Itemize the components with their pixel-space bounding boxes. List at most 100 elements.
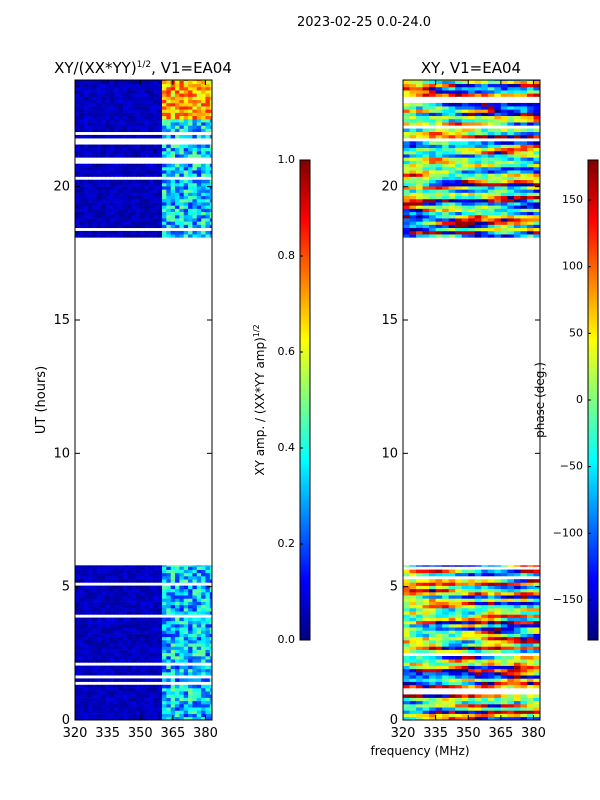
amplitude-cell (83, 649, 89, 654)
amplitude-cell (183, 112, 189, 117)
phase-cell (494, 700, 502, 705)
phase-cell (403, 704, 411, 708)
amplitude-cell (127, 205, 133, 209)
phase-cell (487, 620, 495, 625)
phase-cell (520, 646, 528, 650)
phase-cell (409, 636, 417, 641)
amplitude-cell (196, 688, 202, 692)
amplitude-cell (179, 125, 185, 129)
amplitude-cell (114, 218, 120, 222)
amplitude-cell (105, 627, 111, 631)
phase-cell (507, 697, 515, 702)
amplitude-cell (101, 144, 107, 149)
amplitude-cell (127, 230, 133, 235)
amplitude-cell (161, 691, 167, 695)
amplitude-cell (205, 144, 211, 149)
amplitude-cell (188, 643, 194, 647)
phase-cell (513, 704, 522, 708)
amplitude-cell (196, 112, 202, 117)
phase-cell (526, 118, 535, 123)
phase-cell (435, 611, 443, 615)
phase-cell (403, 154, 411, 158)
phase-cell (416, 218, 424, 222)
amplitude-cell (83, 170, 89, 174)
phase-cell (500, 595, 508, 599)
phase-cell (455, 112, 463, 117)
amplitude-cell (166, 112, 172, 117)
phase-cell (526, 160, 535, 165)
phase-cell (500, 656, 508, 660)
amplitude-cell (83, 144, 89, 149)
phase-cell (481, 128, 489, 133)
amplitude-cell (157, 624, 163, 628)
phase-cell (422, 710, 430, 714)
phase-cell (513, 608, 522, 612)
phase-cell (403, 592, 411, 596)
phase-cell (422, 115, 430, 120)
amplitude-cell (148, 182, 154, 187)
phase-cell (513, 205, 522, 209)
amplitude-cell (157, 700, 163, 705)
amplitude-cell (179, 569, 185, 574)
phase-xtick-label: 365 (488, 726, 513, 741)
amplitude-cell (161, 627, 167, 631)
phase-cell (422, 672, 430, 676)
phase-cell (513, 659, 522, 663)
phase-cell (448, 675, 456, 679)
amplitude-cell (105, 125, 111, 129)
amplitude-cell (140, 656, 146, 660)
amplitude-cell (83, 565, 89, 567)
phase-cell (468, 681, 476, 686)
phase-cell (403, 179, 411, 184)
phase-cell (442, 128, 450, 133)
amplitude-cell (148, 211, 154, 216)
amplitude-cell (153, 90, 159, 94)
phase-cell (494, 227, 502, 232)
amplitude-cell (205, 90, 211, 94)
amplitude-cell (157, 592, 163, 596)
amplitude-cell (153, 128, 159, 133)
amplitude-cell (83, 592, 89, 596)
phase-cell (448, 157, 456, 161)
amplitude-cell (183, 205, 189, 209)
phase-cell (474, 160, 482, 165)
amplitude-cell (79, 576, 85, 580)
amplitude-cell (209, 694, 212, 698)
amplitude-cell (131, 202, 137, 206)
phase-cell (507, 611, 515, 615)
amplitude-cell (140, 211, 146, 216)
amplitude-cell (140, 585, 146, 590)
amplitude-cell (101, 588, 107, 593)
amplitude-cell (201, 640, 207, 644)
phase-cell (416, 710, 424, 714)
amplitude-cell (153, 633, 159, 638)
phase-cell (526, 598, 535, 602)
phase-cell (448, 579, 456, 583)
phase-cell (487, 189, 495, 193)
amplitude-cell (127, 566, 133, 570)
amplitude-cell (118, 691, 124, 695)
amplitude-cell (209, 585, 212, 590)
amplitude-cell (179, 652, 185, 657)
amplitude-cell (170, 186, 176, 190)
phase-cell (481, 665, 489, 670)
amplitude-cell (161, 688, 167, 692)
amplitude-cell (114, 93, 120, 97)
phase-cell (533, 93, 540, 97)
amplitude-cell (209, 627, 212, 631)
phase-cell (448, 218, 456, 222)
amplitude-cell (170, 218, 176, 222)
amplitude-cell (192, 202, 198, 206)
phase-cell (448, 716, 456, 720)
amplitude-cell (75, 592, 80, 596)
amplitude-cell (101, 630, 107, 634)
amplitude-cell (148, 652, 154, 657)
phase-cell (416, 592, 424, 596)
phase-cell (422, 163, 430, 168)
amplitude-cell (122, 202, 128, 206)
amplitude-cell (148, 633, 154, 638)
phase-cell (520, 608, 528, 612)
amplitude-cell (109, 585, 115, 590)
phase-cell (513, 592, 522, 596)
amplitude-cell (88, 691, 93, 695)
